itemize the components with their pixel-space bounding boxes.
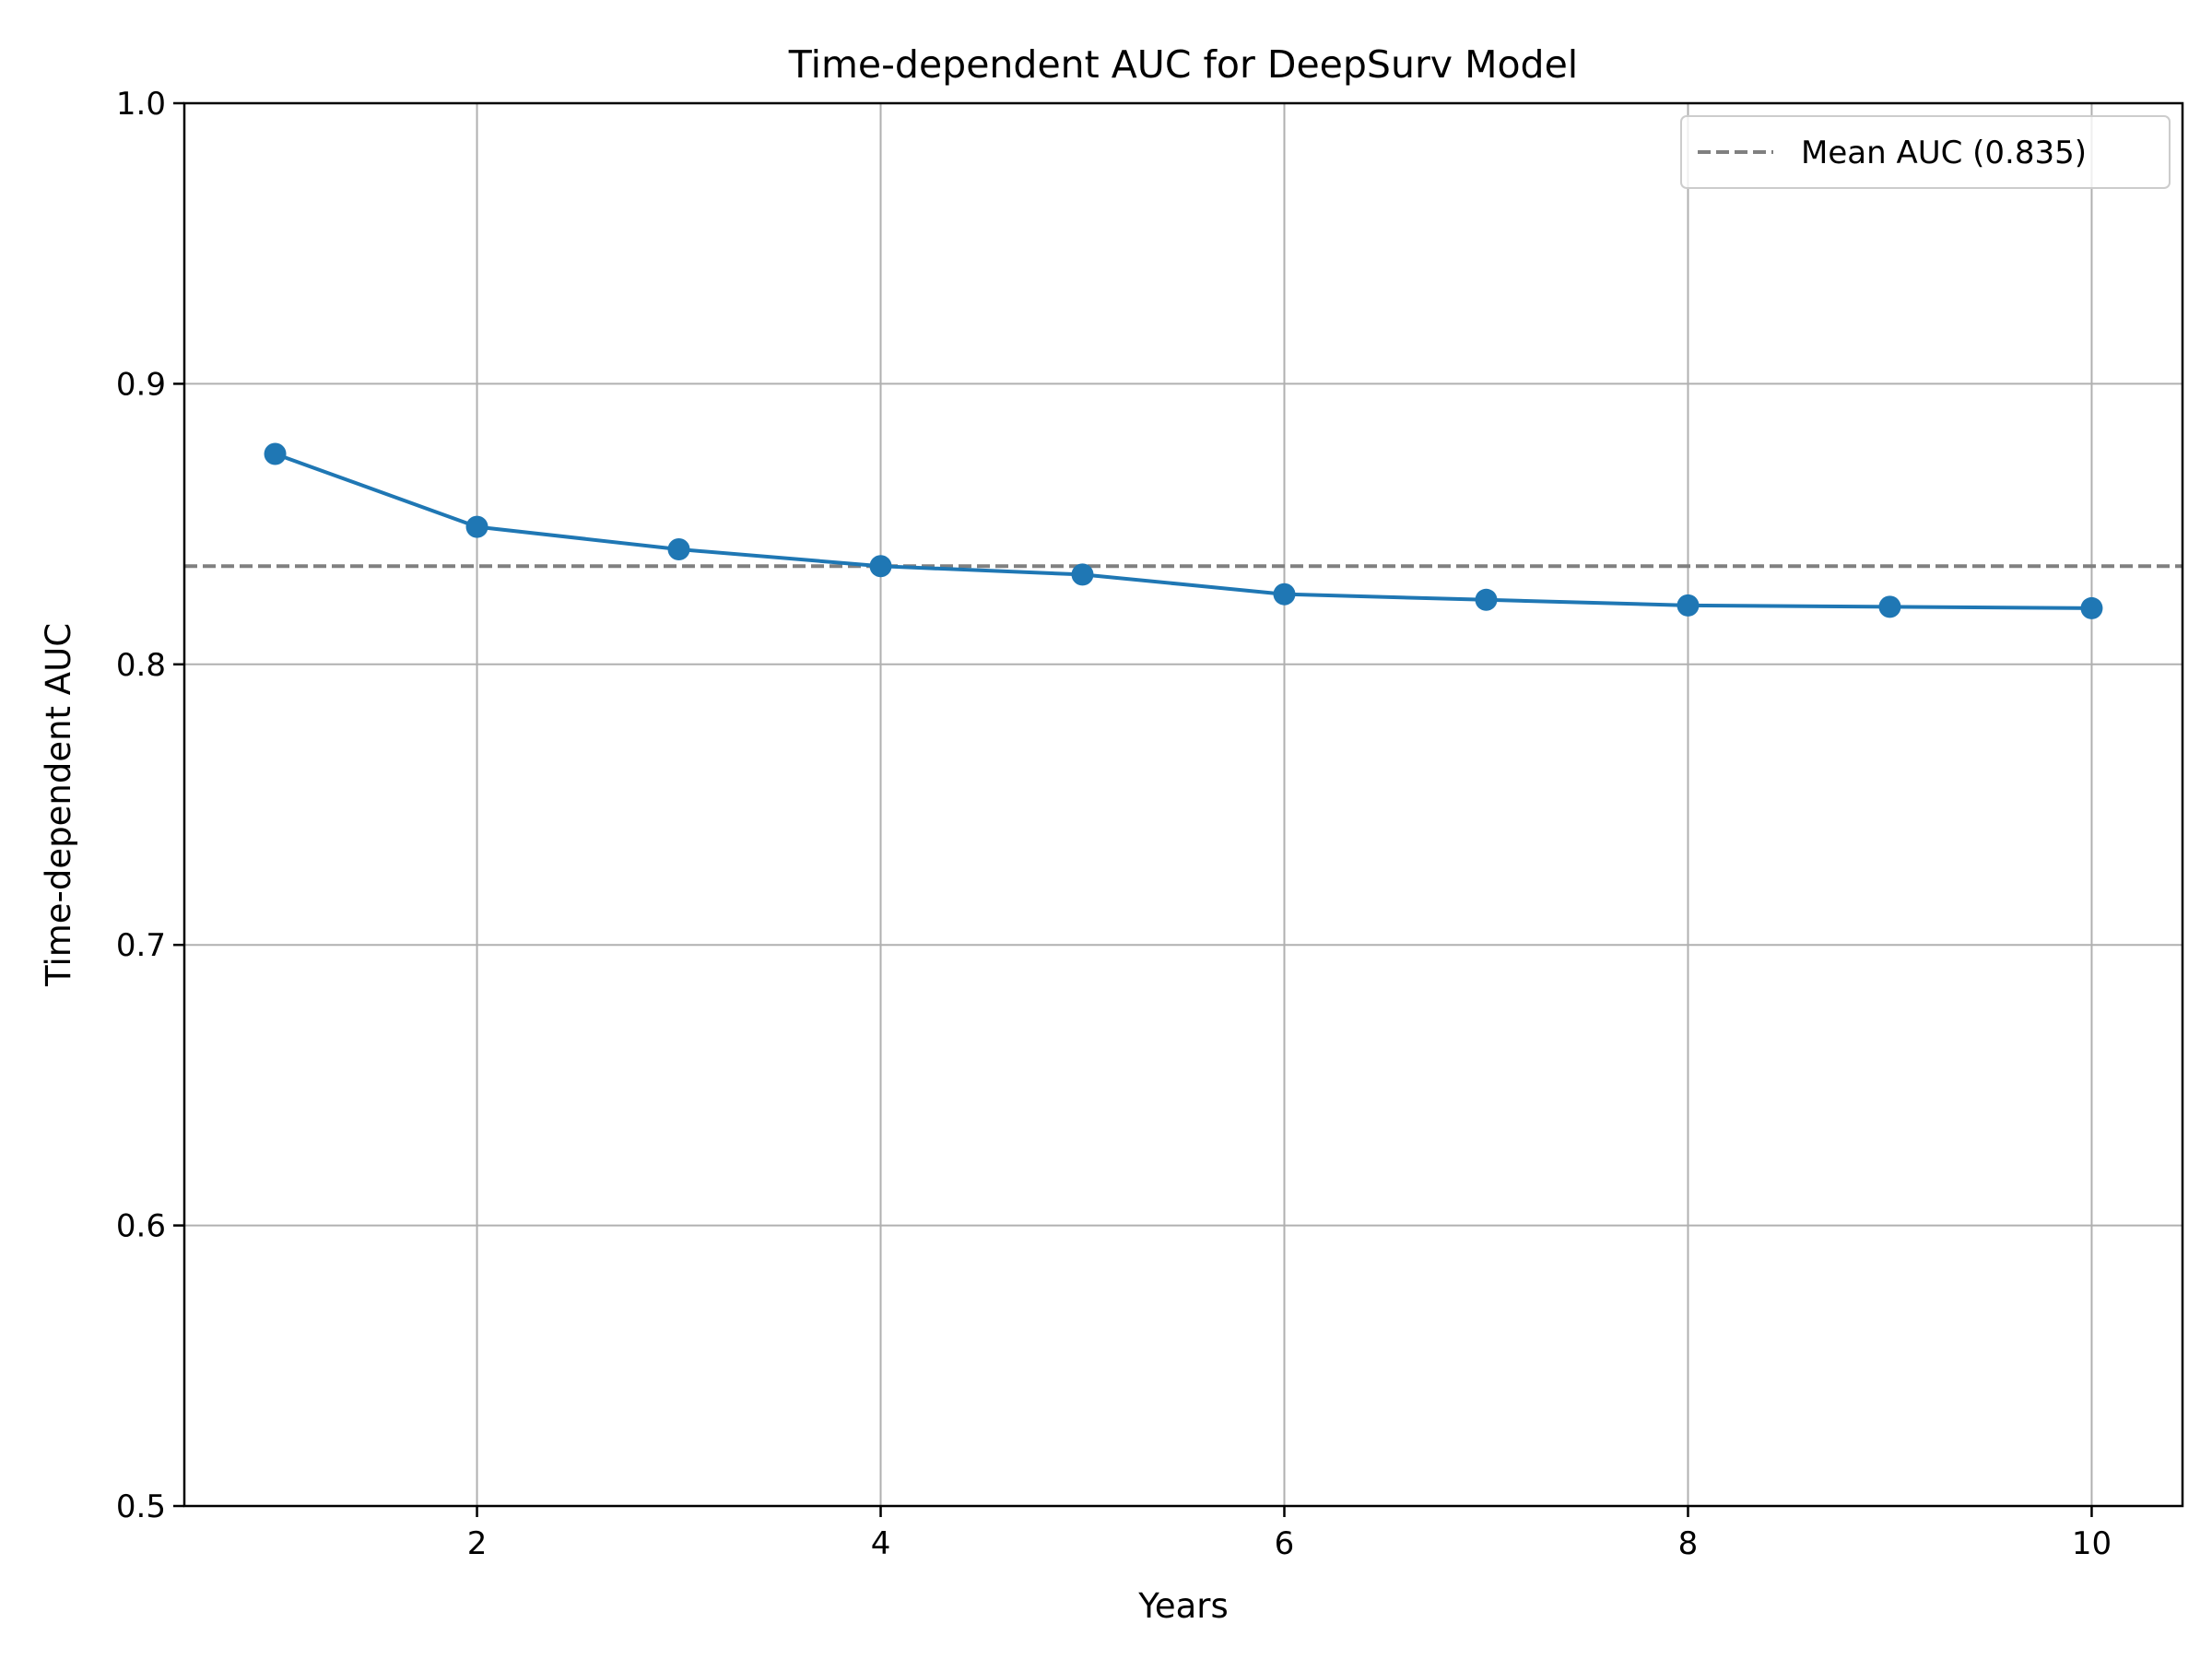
x-tick-label: 6 — [1275, 1525, 1295, 1562]
y-tick-label: 0.9 — [116, 366, 166, 403]
y-axis-label: Time-dependent AUC — [39, 623, 78, 987]
y-tick-label: 0.7 — [116, 927, 166, 964]
ticks: 2 4 6 8 10 0.5 0.6 0.7 0.8 0.9 1.0 — [116, 86, 2112, 1562]
y-tick-label: 0.5 — [116, 1488, 166, 1525]
auc-data-point — [667, 537, 690, 560]
auc-data-point — [1475, 588, 1498, 611]
legend-entry-mean-auc: Mean AUC (0.835) — [1801, 135, 2087, 171]
y-tick-label: 1.0 — [116, 86, 166, 123]
auc-data-point — [869, 555, 892, 578]
auc-data-point — [264, 442, 287, 465]
plot-frame — [182, 101, 2184, 1508]
auc-data-point — [1677, 594, 1700, 617]
y-tick-label: 0.8 — [116, 647, 166, 684]
auc-data-point — [2080, 596, 2103, 619]
series — [264, 442, 2103, 619]
legend-box — [1680, 115, 2171, 189]
x-tick-label: 4 — [871, 1525, 891, 1562]
auc-series-line — [274, 452, 2092, 610]
auc-data-point — [465, 515, 488, 538]
legend: Mean AUC (0.835) — [1680, 115, 2171, 189]
y-tick-label: 0.6 — [116, 1208, 166, 1245]
x-tick-label: 8 — [1678, 1525, 1699, 1562]
x-axis-label: Years — [1137, 1586, 1229, 1626]
auc-data-point — [1878, 595, 1901, 618]
grid — [184, 102, 2183, 1507]
x-tick-label: 10 — [2072, 1525, 2112, 1562]
chart-title: Time-dependent AUC for DeepSurv Model — [788, 42, 1578, 87]
auc-data-point — [1273, 582, 1296, 606]
auc-data-point — [1071, 563, 1094, 586]
x-tick-label: 2 — [467, 1525, 488, 1562]
